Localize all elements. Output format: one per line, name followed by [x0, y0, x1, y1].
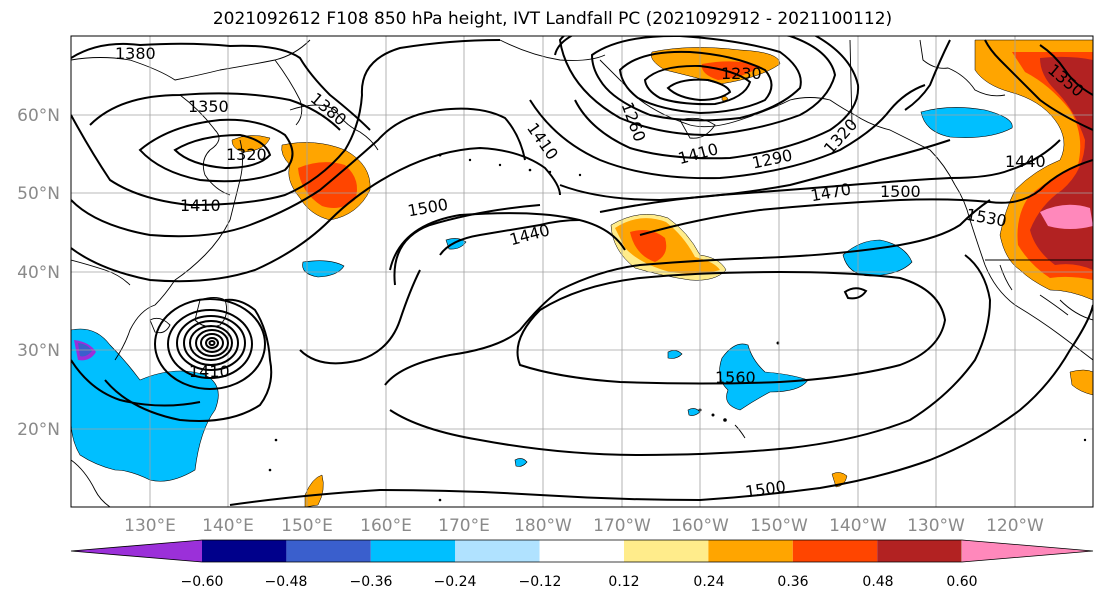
colorbar-segment: [962, 540, 1093, 562]
svg-text:1380: 1380: [115, 44, 156, 63]
svg-text:140°E: 140°E: [202, 516, 254, 536]
svg-text:170°W: 170°W: [593, 516, 651, 536]
svg-text:0.48: 0.48: [862, 574, 893, 590]
colorbar-segment: [455, 540, 540, 562]
svg-text:−0.48: −0.48: [265, 574, 308, 590]
typhoon-contours: [154, 298, 266, 390]
svg-text:1230: 1230: [721, 64, 762, 83]
svg-text:60°N: 60°N: [17, 106, 60, 126]
svg-text:1500: 1500: [880, 182, 921, 201]
svg-text:−0.12: −0.12: [519, 574, 562, 590]
colorbar: [70, 539, 1094, 563]
svg-text:30°N: 30°N: [17, 341, 60, 361]
colorbar-segment: [370, 540, 456, 562]
svg-text:0.12: 0.12: [608, 574, 639, 590]
svg-text:0.60: 0.60: [946, 574, 977, 590]
colorbar-segment: [624, 540, 709, 562]
colorbar-segment: [539, 540, 624, 562]
colorbar-outline: [70, 539, 1094, 563]
colorbar-segment: [792, 540, 878, 562]
svg-text:140°W: 140°W: [829, 516, 887, 536]
positive-region-baja: [1069, 369, 1093, 396]
colorbar-segment: [708, 540, 793, 562]
svg-text:−0.60: −0.60: [181, 574, 224, 590]
svg-text:1410: 1410: [189, 362, 230, 381]
svg-text:150°W: 150°W: [750, 516, 808, 536]
svg-text:0.24: 0.24: [693, 574, 724, 590]
ivt-shading: [71, 39, 1093, 507]
positive-region-bering-inner: [701, 61, 760, 80]
negative-region-small3: [514, 458, 528, 467]
positive-region-westcoast-peak: [1040, 204, 1093, 229]
colorbar-segment: [71, 540, 202, 562]
map-frame: [70, 35, 1094, 508]
svg-text:1350: 1350: [188, 97, 229, 116]
positive-region-kuril-inner: [298, 162, 358, 208]
svg-text:50°N: 50°N: [17, 184, 60, 204]
svg-text:40°N: 40°N: [17, 263, 60, 283]
negative-region-small1: [445, 238, 467, 250]
colorbar-tick-labels: −0.60 −0.48 −0.36 −0.24 −0.12 0.12 0.24 …: [181, 574, 978, 590]
svg-text:160°E: 160°E: [360, 516, 412, 536]
svg-text:170°E: 170°E: [438, 516, 490, 536]
coastlines: [71, 39, 1093, 507]
svg-text:−0.36: −0.36: [350, 574, 393, 590]
svg-text:0.36: 0.36: [777, 574, 808, 590]
colorbar-segment: [286, 540, 371, 562]
colorbar-segment: [202, 540, 287, 562]
colorbar-segment: [877, 540, 962, 562]
islands: [268, 153, 1087, 502]
svg-text:180°W: 180°W: [514, 516, 572, 536]
map-title: 2021092612 F108 850 hPa height, IVT Land…: [212, 9, 893, 29]
negative-region-hawaii: [719, 343, 809, 411]
negative-region-small2: [667, 350, 683, 359]
latitude-labels: 60°N 50°N 40°N 30°N 20°N: [17, 106, 60, 440]
svg-text:150°E: 150°E: [281, 516, 333, 536]
svg-text:160°W: 160°W: [671, 516, 729, 536]
svg-text:1320: 1320: [226, 145, 267, 164]
svg-text:130°W: 130°W: [907, 516, 965, 536]
svg-text:1440: 1440: [1005, 152, 1046, 171]
positive-region-south-small1: [304, 474, 324, 507]
positive-region-central-inner: [630, 230, 667, 262]
longitude-labels: 130°E 140°E 150°E 160°E 170°E 180°W 170°…: [124, 516, 1044, 536]
svg-text:1410: 1410: [180, 196, 221, 215]
gridlines: [71, 36, 1093, 507]
svg-text:20°N: 20°N: [17, 420, 60, 440]
svg-text:130°E: 130°E: [124, 516, 176, 536]
svg-text:1560: 1560: [715, 368, 756, 387]
svg-text:−0.24: −0.24: [434, 574, 477, 590]
svg-text:120°W: 120°W: [986, 516, 1044, 536]
